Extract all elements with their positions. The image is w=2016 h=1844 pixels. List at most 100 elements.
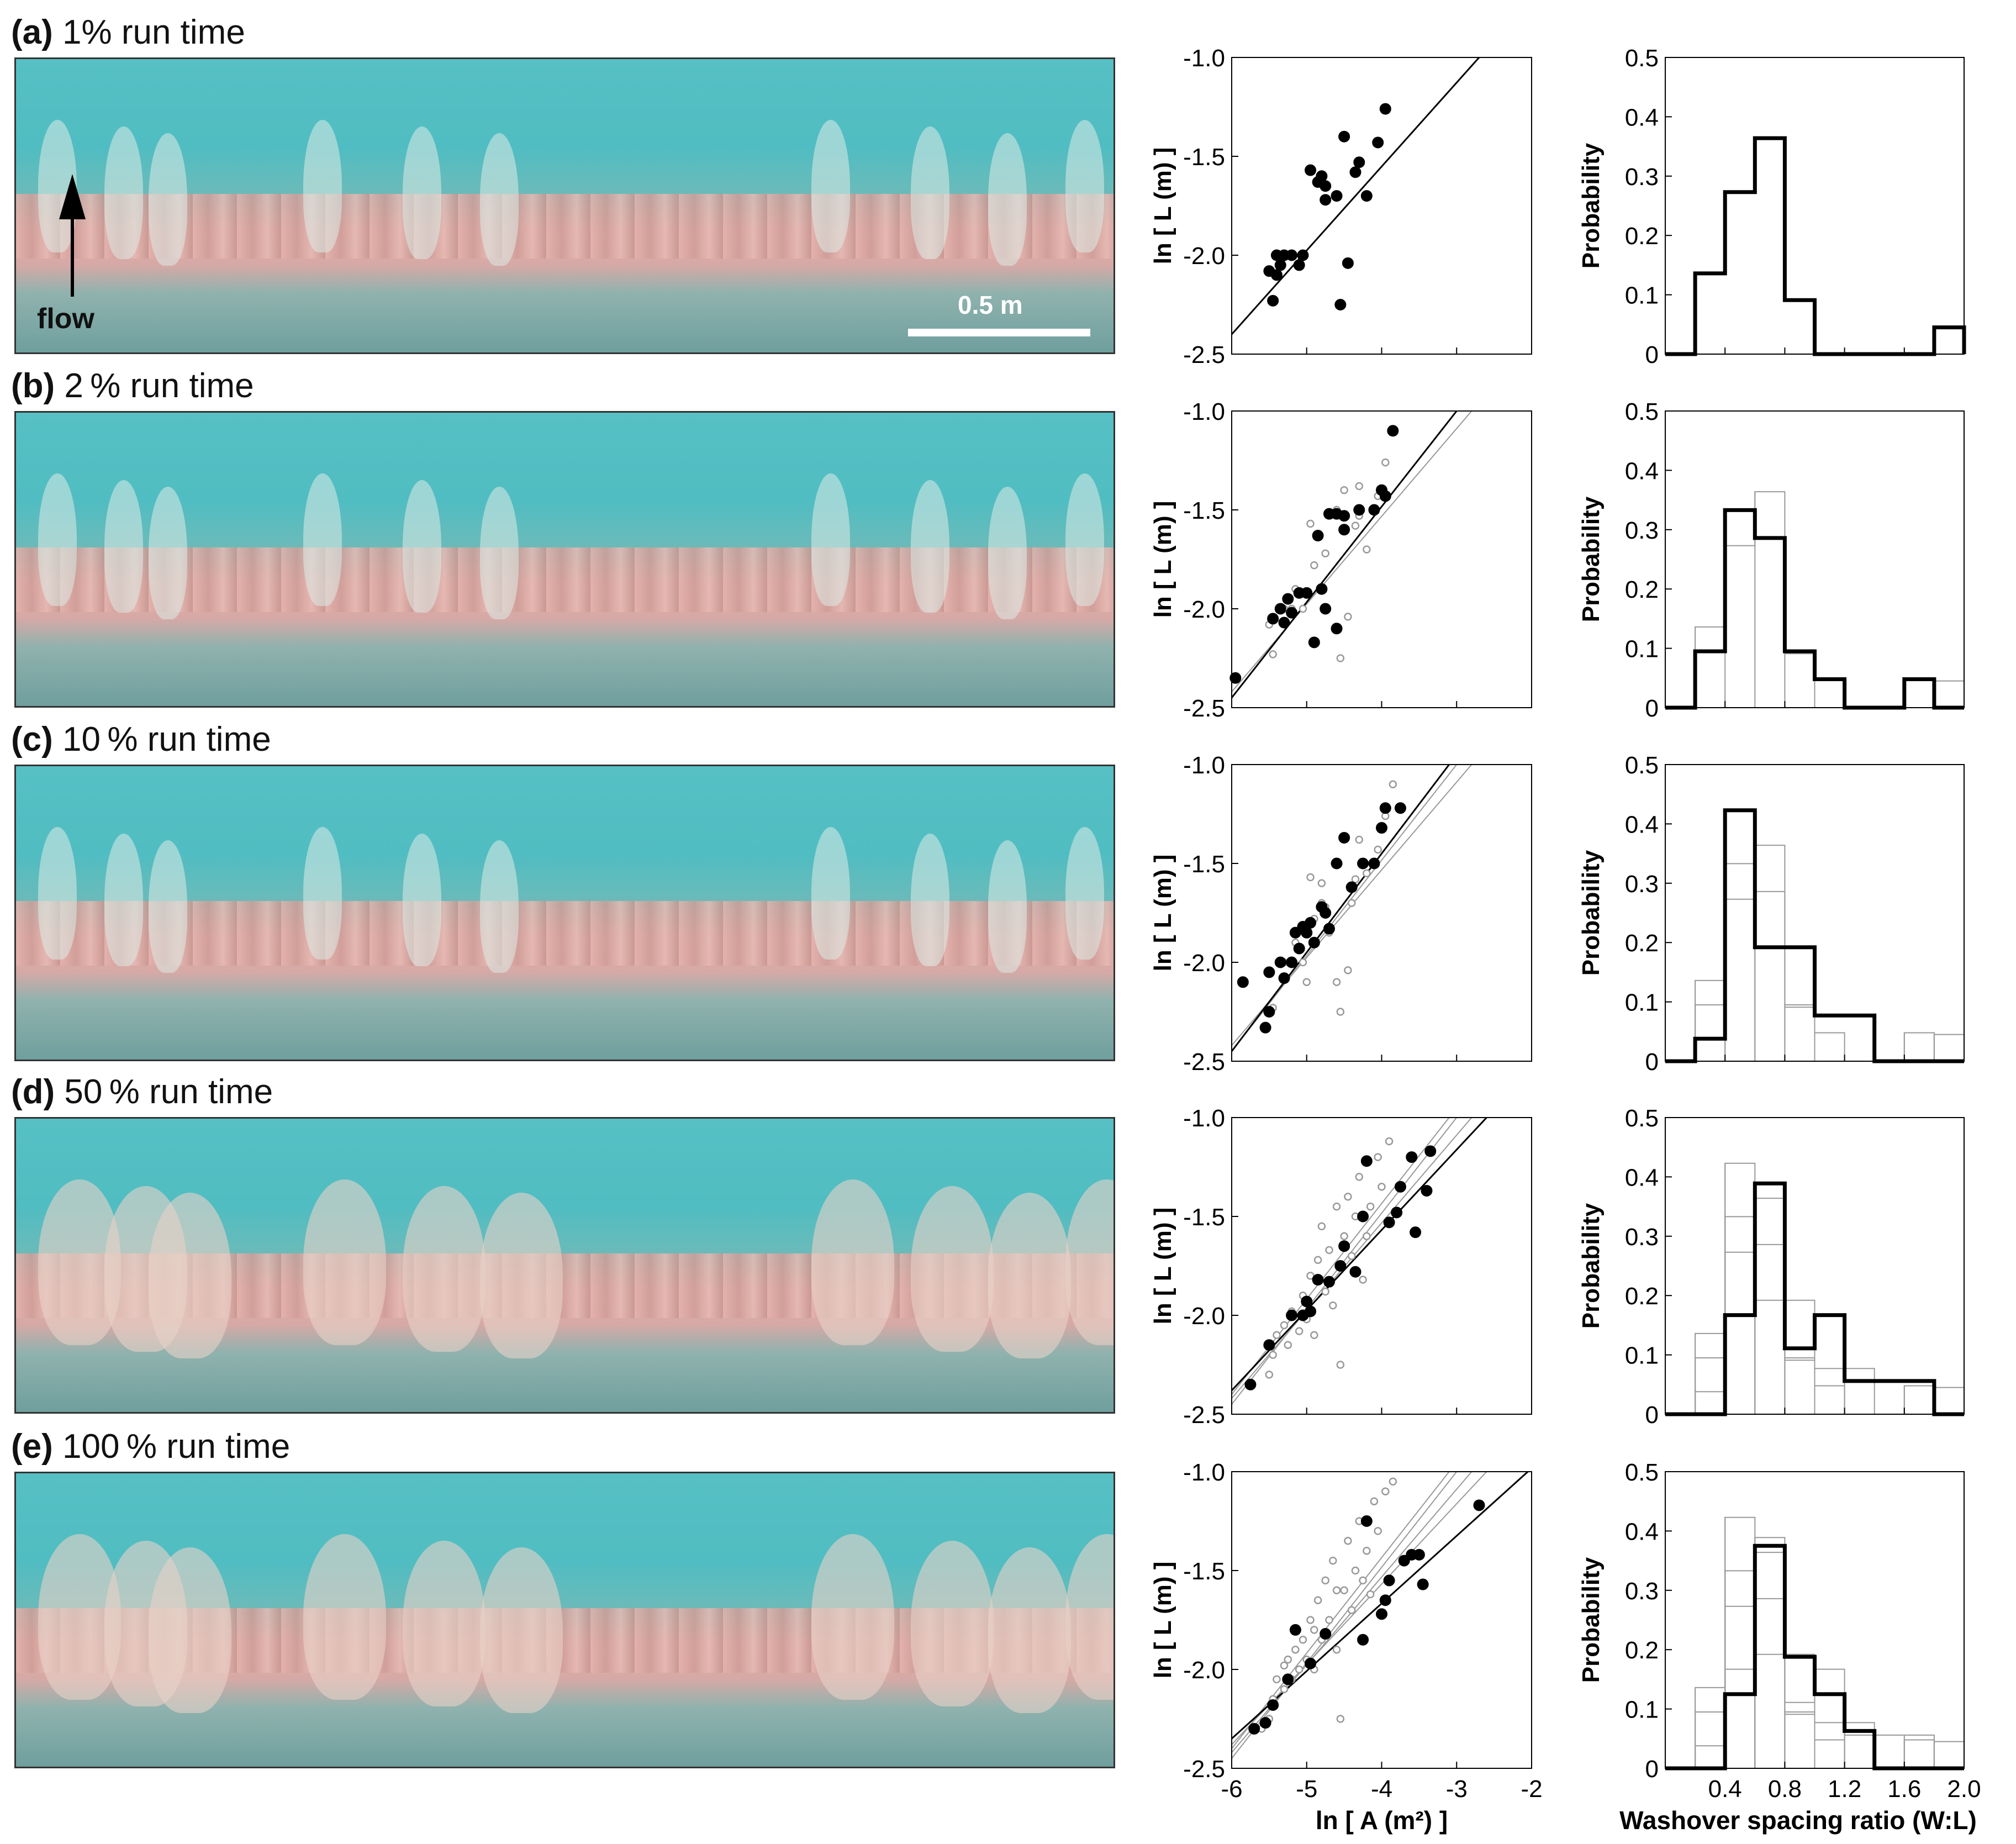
data-point xyxy=(1306,519,1315,528)
data-point xyxy=(1381,1487,1390,1496)
washover-fan xyxy=(104,834,143,966)
data-point xyxy=(1379,1594,1391,1606)
data-point xyxy=(1376,822,1387,834)
data-point xyxy=(1359,1276,1367,1284)
washover-photo xyxy=(14,411,1115,708)
data-point xyxy=(1351,1212,1360,1221)
data-point xyxy=(1308,636,1320,649)
data-point xyxy=(1332,505,1341,514)
washover-fan xyxy=(1065,1179,1113,1345)
x-tick-label: 1.2 xyxy=(1828,1775,1861,1803)
data-point xyxy=(1299,604,1307,613)
x-tick-label: -5 xyxy=(1296,1775,1317,1803)
washover-fan xyxy=(480,487,519,619)
x-axis-label: Washover spacing ratio (W:L) xyxy=(1619,1806,1977,1835)
panel-caption: 10 % run time xyxy=(62,720,271,758)
data-point xyxy=(1357,857,1369,870)
data-point xyxy=(1297,249,1309,261)
data-point xyxy=(1302,978,1311,987)
y-tick-label: 0.2 xyxy=(1625,930,1659,957)
data-point xyxy=(1302,1315,1311,1324)
washover-fan xyxy=(149,1193,231,1358)
previous-histogram xyxy=(1665,1537,1964,1769)
washover-fan xyxy=(303,827,342,960)
data-point xyxy=(1291,584,1300,593)
data-point xyxy=(1355,1173,1364,1181)
data-point xyxy=(1282,1673,1294,1685)
data-point xyxy=(1321,1576,1329,1585)
data-point xyxy=(1323,508,1335,520)
data-point xyxy=(1410,1226,1422,1239)
data-point xyxy=(1383,1574,1395,1587)
previous-histogram xyxy=(1665,1570,1964,1769)
data-point xyxy=(1406,1151,1418,1163)
data-point xyxy=(1336,1008,1345,1016)
data-point xyxy=(1317,879,1326,888)
data-point xyxy=(1299,958,1307,967)
washover-fan xyxy=(811,1179,894,1345)
plot-frame xyxy=(1231,410,1532,708)
data-point xyxy=(1305,1657,1317,1669)
data-point xyxy=(1331,190,1343,202)
y-tick-label: 0.1 xyxy=(1625,1342,1659,1369)
data-point xyxy=(1274,603,1286,615)
y-tick-label: 0.2 xyxy=(1625,223,1659,250)
y-tick-label: -2.0 xyxy=(1183,1303,1225,1330)
data-point xyxy=(1344,966,1352,974)
data-point xyxy=(1289,926,1301,939)
data-point xyxy=(1280,958,1289,967)
data-point xyxy=(1284,1655,1292,1664)
data-point xyxy=(1336,1262,1345,1270)
data-point xyxy=(1278,617,1290,629)
data-point xyxy=(1248,1722,1260,1735)
y-tick-label: 0 xyxy=(1645,1756,1659,1783)
washover-fan xyxy=(303,473,342,606)
data-point xyxy=(1280,1685,1289,1694)
data-point xyxy=(1389,780,1397,789)
data-point xyxy=(1263,1006,1275,1018)
data-point xyxy=(1282,593,1294,605)
data-point xyxy=(1344,1537,1352,1545)
y-tick-label: 0.2 xyxy=(1625,1283,1659,1310)
data-point xyxy=(1273,1675,1281,1684)
data-point xyxy=(1406,1548,1418,1561)
data-point xyxy=(1340,486,1348,494)
data-point xyxy=(1383,1216,1395,1229)
data-point xyxy=(1265,1371,1274,1379)
previous-histogram xyxy=(1665,1162,1964,1415)
current-histogram xyxy=(1665,1543,1964,1771)
data-point xyxy=(1317,1636,1326,1644)
data-point xyxy=(1357,1634,1369,1646)
washover-fan xyxy=(403,1541,485,1706)
plot-frame xyxy=(1665,764,1965,1062)
data-point xyxy=(1310,1331,1318,1340)
data-point xyxy=(1374,1527,1382,1535)
data-point xyxy=(1269,1351,1277,1359)
data-point xyxy=(1316,170,1328,182)
fit-lines xyxy=(1232,765,1473,1052)
y-tick-label: 0.3 xyxy=(1625,517,1659,544)
fit-line xyxy=(1232,57,1480,335)
data-point xyxy=(1347,1606,1356,1614)
y-tick-label: 0.2 xyxy=(1625,1637,1659,1664)
y-tick-label: 0.5 xyxy=(1625,752,1659,779)
plot-frame xyxy=(1231,57,1532,355)
data-point xyxy=(1344,613,1352,621)
data-point xyxy=(1374,845,1382,854)
panel-title-1: (b) 2 % run time xyxy=(11,369,254,403)
data-point xyxy=(1332,1202,1341,1211)
x-tick-label: 2.0 xyxy=(1947,1775,1981,1803)
histogram-b: 0 0.1 0.2 0.3 0.4 0.5 Probability xyxy=(1577,398,1965,722)
y-tick-label: 0.3 xyxy=(1625,871,1659,898)
data-point xyxy=(1321,549,1329,558)
fit-line xyxy=(1232,1118,1458,1405)
y-tick-label: 0.3 xyxy=(1625,1578,1659,1605)
plot-frame xyxy=(1231,1117,1532,1415)
y-tick-label: 0.4 xyxy=(1625,811,1659,838)
data-point xyxy=(1293,587,1305,599)
data-point xyxy=(1320,1628,1332,1640)
data-point xyxy=(1297,921,1309,933)
y-tick-label: 0.1 xyxy=(1625,989,1659,1016)
previous-histogram xyxy=(1665,1552,1965,1769)
data-point xyxy=(1379,103,1391,115)
